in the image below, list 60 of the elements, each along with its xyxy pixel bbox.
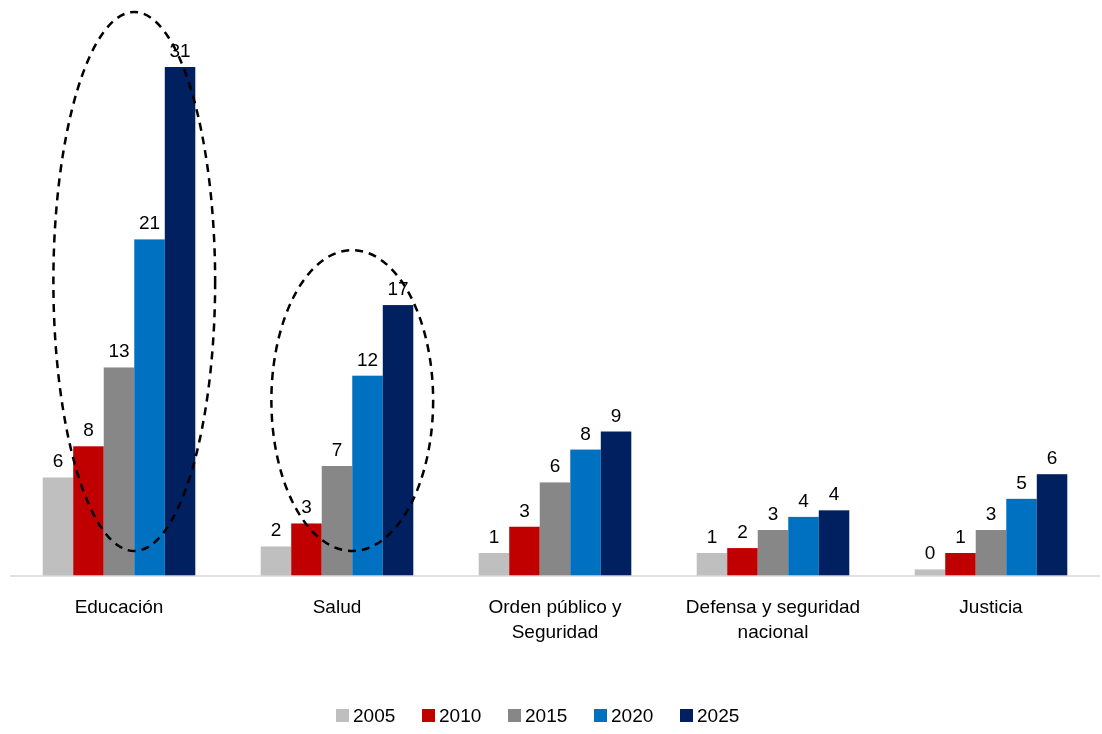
bar bbox=[352, 375, 383, 576]
data-label: 5 bbox=[1016, 471, 1027, 493]
legend-label: 2025 bbox=[697, 705, 740, 726]
legend-label: 2020 bbox=[611, 705, 654, 726]
bar bbox=[260, 546, 292, 576]
bar bbox=[321, 465, 353, 576]
data-label: 7 bbox=[331, 438, 343, 460]
bar bbox=[73, 446, 104, 576]
bar bbox=[291, 523, 322, 576]
x-tick-label: Justicia bbox=[959, 596, 1024, 617]
data-label: 1 bbox=[955, 526, 966, 548]
x-tick-label: Salud bbox=[312, 596, 362, 617]
data-label: 9 bbox=[610, 404, 622, 426]
bar bbox=[788, 516, 819, 576]
bar bbox=[539, 482, 571, 576]
bar bbox=[382, 305, 414, 576]
data-label: 13 bbox=[108, 340, 130, 362]
data-label: 6 bbox=[52, 450, 64, 472]
bar bbox=[164, 67, 196, 576]
data-label: 1 bbox=[488, 526, 500, 548]
data-label: 6 bbox=[1046, 447, 1058, 469]
data-label: 3 bbox=[767, 503, 779, 525]
bar bbox=[1036, 474, 1068, 576]
bar bbox=[103, 367, 135, 576]
bar bbox=[975, 530, 1007, 576]
data-label: 4 bbox=[798, 489, 810, 511]
legend-label: 2005 bbox=[353, 705, 396, 726]
bar bbox=[600, 431, 632, 576]
bar bbox=[757, 530, 789, 576]
data-label: 3 bbox=[985, 503, 997, 525]
bar bbox=[696, 553, 728, 576]
data-label: 12 bbox=[356, 348, 379, 370]
bar bbox=[727, 548, 758, 576]
bar bbox=[570, 449, 601, 576]
bar bbox=[509, 526, 540, 576]
data-label: 21 bbox=[138, 212, 161, 234]
x-tick-label: Orden público y Seguridad bbox=[488, 596, 623, 642]
legend-label: 2015 bbox=[525, 705, 568, 726]
data-label: 2 bbox=[270, 519, 282, 541]
data-label: 8 bbox=[83, 419, 94, 441]
bar bbox=[478, 553, 510, 576]
data-label: 0 bbox=[924, 542, 936, 564]
data-label: 17 bbox=[387, 278, 409, 300]
bar bbox=[42, 477, 74, 576]
data-label: 1 bbox=[706, 526, 718, 548]
data-label: 3 bbox=[301, 496, 312, 518]
x-tick-label: Educación bbox=[74, 596, 164, 617]
legend-label: 2010 bbox=[439, 705, 482, 726]
bar bbox=[134, 239, 165, 576]
data-label: 8 bbox=[580, 422, 591, 444]
data-label: 6 bbox=[549, 455, 561, 477]
data-label: 4 bbox=[828, 483, 840, 505]
data-label: 2 bbox=[737, 521, 748, 543]
bar bbox=[1006, 498, 1037, 576]
data-label: 3 bbox=[519, 499, 530, 521]
data-label: 31 bbox=[169, 40, 191, 61]
bar bbox=[945, 553, 976, 576]
bar bbox=[818, 510, 850, 576]
bar bbox=[914, 569, 946, 576]
x-tick-label: Defensa y seguridad nacional bbox=[685, 596, 861, 642]
